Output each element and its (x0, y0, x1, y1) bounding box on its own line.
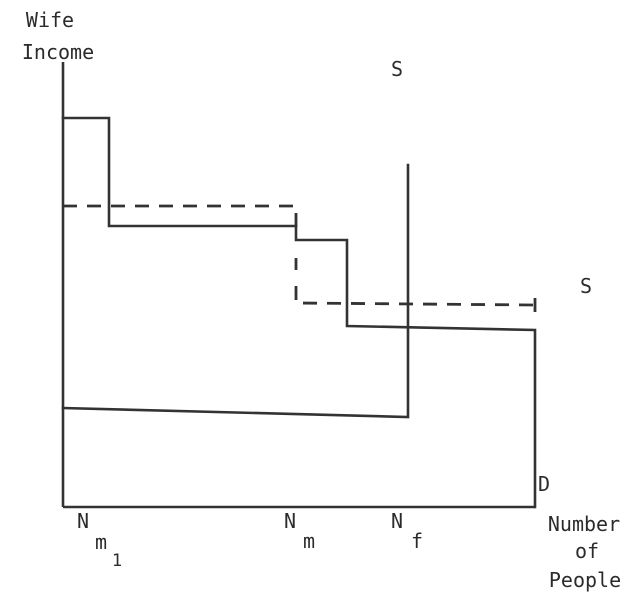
demand-label: D (538, 472, 550, 496)
tick-nf-main: N (391, 509, 403, 533)
tick-nm-main: N (284, 509, 296, 533)
tick-nm1-main: N (77, 509, 89, 533)
supply-curve (61, 163, 410, 419)
dashed-demand-curve-upper (63, 204, 298, 230)
tick-nm1-sub: m (95, 530, 107, 554)
dashed-demand-curve-lower (294, 286, 536, 307)
tick-nm-sub: m (303, 529, 315, 553)
y-axis-label-line1: Wife (26, 8, 74, 32)
supply-label: S (391, 57, 403, 81)
x-axis-label-line2: of (575, 539, 599, 563)
supply-label-lower: S (580, 274, 592, 298)
tick-nf-sub: f (411, 529, 423, 553)
x-axis-label-line3: People (549, 568, 621, 592)
demand-step-curve (61, 116, 537, 509)
tick-nm1-subsub: 1 (112, 551, 122, 571)
x-axis-label-line1: Number (548, 512, 620, 536)
y-axis-label-line2: Income (22, 40, 94, 64)
